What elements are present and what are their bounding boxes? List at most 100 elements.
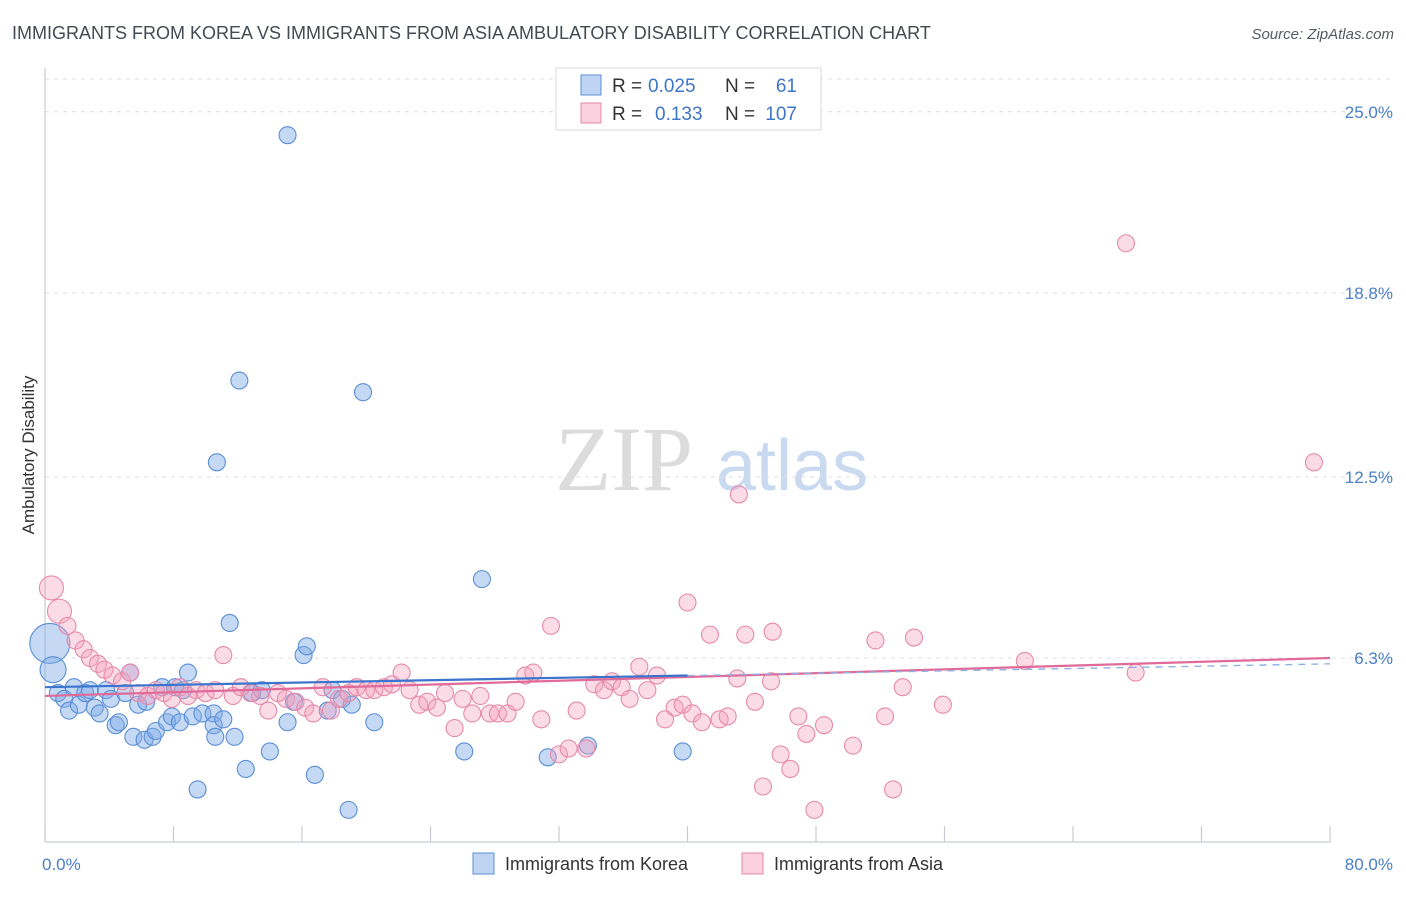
y-tick-label: 18.8% [1345, 284, 1393, 303]
asia-point [678, 593, 697, 612]
asia-point [1015, 651, 1034, 670]
asia-point [38, 575, 64, 601]
asia-point [620, 689, 639, 708]
asia-point [630, 657, 649, 676]
korea-point [225, 727, 244, 746]
asia-point [286, 692, 305, 711]
korea-point [236, 759, 255, 779]
korea-point [178, 663, 198, 682]
chart-source: Source: ZipAtlas.com [1251, 26, 1394, 43]
asia-point [904, 628, 924, 647]
korea-point [305, 765, 324, 784]
asia-point [729, 485, 748, 504]
korea-point [455, 742, 474, 761]
asia-point [304, 704, 323, 723]
asia-point [884, 780, 903, 799]
korea-point [578, 736, 597, 755]
korea-point [472, 570, 491, 589]
asia-trend-line [44, 656, 1331, 698]
watermark-atlas: atlas [716, 426, 868, 506]
asia-point [893, 678, 912, 697]
korea-point [278, 126, 297, 145]
legend-korea-n-label: N = [725, 76, 755, 97]
bottom-legend-swatch-korea [472, 852, 495, 875]
korea-point [124, 727, 143, 746]
asia-point [797, 724, 816, 743]
asia-point [805, 800, 824, 819]
asia-point [761, 672, 781, 691]
korea-point [76, 683, 95, 703]
korea-point [143, 727, 162, 746]
asia-point [763, 622, 782, 641]
y-tick-label: 6.3% [1354, 649, 1393, 668]
korea-point [339, 800, 358, 819]
korea-point [207, 453, 226, 472]
korea-point [278, 713, 297, 732]
asia-point [843, 736, 862, 755]
legend-asia-r-label: R = [612, 104, 642, 125]
korea-point [60, 701, 79, 720]
asia-point [692, 713, 712, 732]
asia-point [251, 686, 270, 706]
korea-point [106, 716, 125, 735]
asia-point [214, 646, 233, 665]
asia-point [700, 625, 720, 644]
top-legend: R = 0.025 N = 61 R = 0.133 N = 107 [555, 67, 822, 131]
legend-korea-r-value: 0.025 [648, 76, 696, 97]
asia-point [771, 745, 790, 764]
legend-korea-n-value: 61 [776, 76, 797, 97]
korea-point [39, 656, 67, 684]
asia-point [541, 616, 561, 635]
asia-point [789, 707, 808, 726]
tick-layer: 6.3% 12.5% 18.8% 25.0% 0.0% 80.0% [42, 103, 1393, 874]
asia-point [471, 686, 490, 706]
asia-point [1304, 453, 1323, 472]
asia-point [736, 625, 755, 644]
asia-point [876, 707, 895, 726]
korea-point [260, 742, 279, 761]
asia-point [567, 701, 586, 720]
legend-korea-r-label: R = [612, 76, 642, 97]
asia-point [506, 692, 525, 711]
asia-point [121, 663, 140, 682]
asia-point [532, 710, 551, 729]
asia-point [718, 707, 737, 726]
korea-point [538, 748, 557, 767]
x-tick-label-min: 0.0% [42, 855, 81, 874]
asia-point [1126, 663, 1145, 682]
legend-swatch-asia [580, 102, 602, 124]
asia-point [418, 692, 437, 711]
asia-point [655, 710, 675, 729]
korea-point [204, 716, 223, 735]
chart-title: IMMIGRANTS FROM KOREA VS IMMIGRANTS FROM… [12, 23, 931, 43]
korea-point [29, 622, 71, 664]
legend-asia-n-value: 107 [765, 104, 797, 125]
korea-point [206, 727, 225, 746]
grid-layer [45, 78, 1392, 659]
asia-point [427, 698, 446, 717]
korea-point [158, 713, 177, 732]
y-tick-label: 12.5% [1345, 468, 1393, 487]
asia-point [866, 631, 885, 650]
asia-point [453, 689, 472, 708]
korea-point [673, 742, 692, 761]
asia-point [559, 739, 578, 758]
asia-point [933, 695, 952, 714]
korea-point [90, 704, 109, 723]
asia-point [488, 704, 508, 723]
asia-point [745, 692, 765, 711]
korea-point [80, 681, 100, 700]
asia-point [753, 777, 773, 796]
asia-point [58, 616, 77, 635]
korea-trend-line [44, 674, 688, 689]
x-tick-label-max: 80.0% [1345, 855, 1393, 874]
asia-point [103, 666, 122, 685]
y-axis-label: Ambulatory Disability [19, 375, 38, 534]
bottom-legend-asia-label: Immigrants from Asia [774, 854, 944, 874]
legend-asia-n-label: N = [725, 104, 755, 125]
asia-point [259, 701, 278, 720]
asia-point [549, 745, 569, 764]
korea-point [297, 637, 316, 656]
